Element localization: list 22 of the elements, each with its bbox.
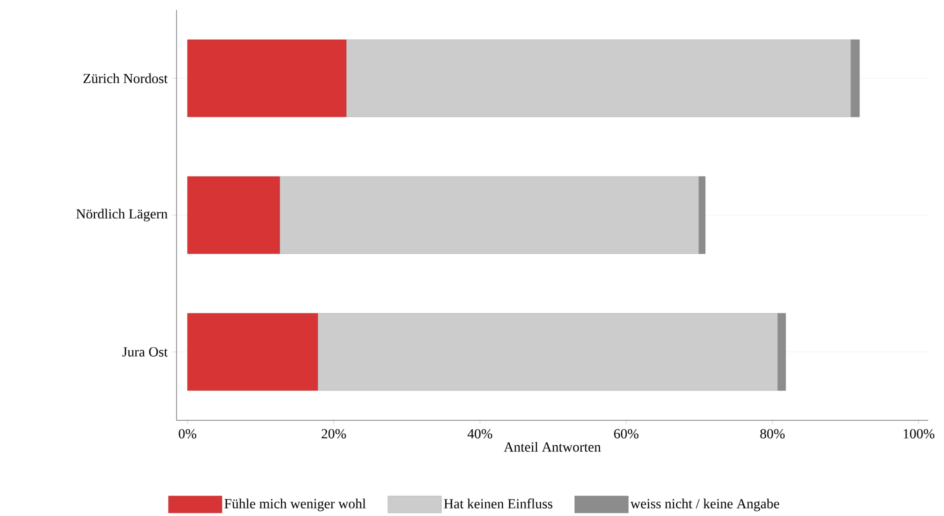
- y-tick-label: Jura Ost: [122, 347, 168, 356]
- x-tick-label: 0%: [178, 428, 196, 438]
- x-tick-label: 20%: [322, 428, 346, 438]
- y-tick-label: Zürich Nordost: [83, 73, 168, 84]
- x-tick-label: 80%: [760, 428, 785, 438]
- bar: [187, 39, 346, 117]
- legend-label: Hat keinen Einfluss: [444, 498, 552, 508]
- bar: [279, 176, 699, 254]
- bar: [698, 176, 706, 254]
- bar: [346, 39, 851, 117]
- x-axis-title: Anteil Antworten: [504, 442, 601, 452]
- bar: [187, 176, 280, 254]
- x-tick-label: 100%: [904, 428, 934, 438]
- bar: [187, 313, 318, 391]
- legend-label: weiss nicht / keine Angabe: [630, 498, 780, 512]
- x-tick-label: 40%: [468, 428, 492, 438]
- bar: [777, 313, 786, 391]
- x-tick-label: 60%: [614, 428, 638, 438]
- bar: [850, 39, 860, 117]
- legend-label: Fühle mich weniger wohl: [224, 498, 366, 512]
- bar: [317, 313, 778, 391]
- y-tick-label: Nördlich Lägern: [76, 208, 168, 222]
